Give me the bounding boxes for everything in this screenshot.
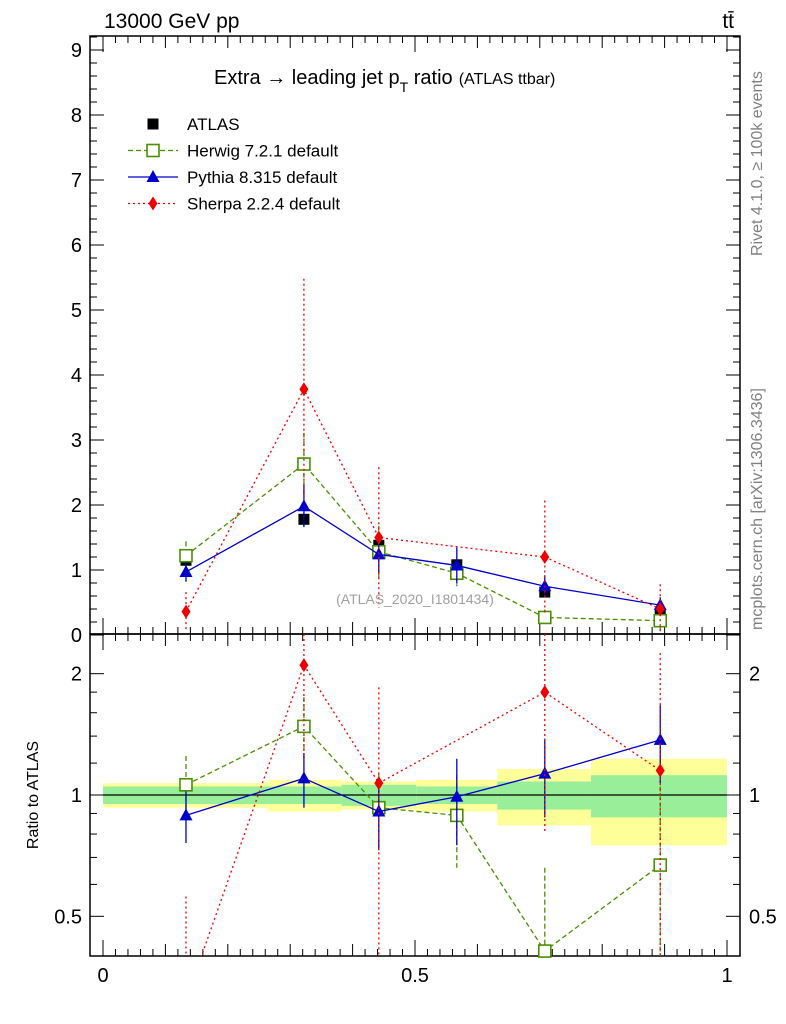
ratio-sherpa-series [185, 634, 665, 956]
main-herwig-marker [179, 548, 193, 563]
main-sherpa-marker [374, 530, 384, 545]
main-pythia-marker [538, 579, 552, 592]
ratio-y-tick-label-right: 2 [749, 664, 760, 686]
mcplots-side-label: mcplots.cern.ch [arXiv:1306.3436] [749, 388, 766, 630]
main-sherpa-marker [299, 382, 309, 397]
main-pythia-marker [450, 558, 464, 571]
ratio-herwig-marker [537, 944, 552, 958]
legend-atlas-label: ATLAS [187, 115, 240, 134]
ratio-pythia-marker [372, 804, 386, 817]
main-title-suffix: (ATLAS ttbar) [459, 71, 556, 88]
main-title-subscript: T [400, 79, 409, 95]
main-y-tick-label: 4 [71, 365, 82, 387]
legend-entry-herwig: Herwig 7.2.1 default [128, 142, 338, 161]
main-y-tick-label: 2 [71, 495, 82, 517]
main-y-tick-label: 5 [71, 300, 82, 322]
ratio-sherpa-marker [299, 658, 309, 673]
main-y-tick-label: 7 [71, 170, 82, 192]
main-sherpa-marker [655, 602, 665, 616]
legend-sherpa-marker [148, 196, 158, 211]
ratio-pythia-marker [179, 808, 193, 821]
ratio-pythia-marker [538, 766, 552, 779]
main-y-tick-label: 9 [71, 40, 82, 62]
ratio-x-tick-label: 0 [97, 965, 108, 987]
legend-herwig-label: Herwig 7.2.1 default [187, 142, 338, 161]
ratio-y-tick-label: 0.5 [54, 906, 82, 928]
ratio-pythia-marker [297, 771, 311, 784]
main-y-tick-label: 8 [71, 105, 82, 127]
ratio-herwig-marker [179, 778, 193, 792]
legend-sherpa-label: Sherpa 2.2.4 default [187, 195, 340, 214]
ratio-x-tick-label: 1 [721, 965, 732, 987]
ratio-y-tick-label-right: 1 [749, 785, 760, 807]
legend-pythia-marker [146, 170, 160, 182]
main-pythia-line [185, 505, 661, 606]
legend-atlas-marker [147, 118, 159, 130]
legend-pythia-label: Pythia 8.315 default [187, 168, 338, 187]
main-herwig-marker [537, 610, 552, 625]
analysis-watermark: (ATLAS_2020_I1801434) [336, 591, 494, 607]
main-sherpa-marker [181, 604, 191, 619]
ratio-sherpa-marker [374, 776, 384, 791]
main-pythia-marker [297, 499, 311, 512]
main-title-tail: ratio [408, 67, 452, 89]
ratio-y-tick-label: 1 [71, 785, 82, 807]
legend-entry-atlas: ATLAS [147, 115, 240, 134]
main-y-tick-label: 1 [71, 560, 82, 582]
main-title-text: Extra → leading jet p [214, 67, 400, 89]
ratio-y-tick-label-right: 0.5 [749, 906, 777, 928]
legend-herwig-marker [146, 143, 160, 158]
ratio-herwig-line [185, 725, 661, 952]
ratio-y-axis-label: Ratio to ATLAS [25, 741, 42, 849]
main-sherpa-series [181, 278, 665, 634]
legend-entry-sherpa: Sherpa 2.2.4 default [128, 195, 340, 214]
ratio-pythia-line [185, 739, 661, 817]
ratio-sherpa-marker [655, 763, 665, 778]
header-left-label: 13000 GeV pp [104, 10, 239, 33]
main-y-tick-label: 6 [71, 235, 82, 257]
main-y-tick-label: 0 [71, 625, 82, 647]
main-pythia-marker [179, 564, 193, 577]
main-sherpa-marker [540, 550, 550, 564]
ratio-x-tick-label: 0.5 [401, 965, 429, 987]
ratio-y-tick-label: 2 [71, 664, 82, 686]
ratio-pythia-series [179, 705, 667, 851]
main-herwig-line [185, 463, 661, 622]
legend-entry-pythia: Pythia 8.315 default [128, 168, 338, 187]
ratio-band-inner [590, 775, 727, 818]
main-y-tick-label: 3 [71, 430, 82, 452]
main-title: Extra → leading jet pT ratio (ATLAS ttbar… [214, 67, 555, 95]
rivet-side-label: Rivet 4.1.0, ≥ 100k events [749, 71, 766, 256]
ratio-sherpa-marker [540, 685, 550, 700]
ratio-pythia-marker [450, 789, 464, 802]
ratio-sherpa-line [200, 663, 661, 956]
header-right-label: tt̄ [722, 10, 734, 33]
